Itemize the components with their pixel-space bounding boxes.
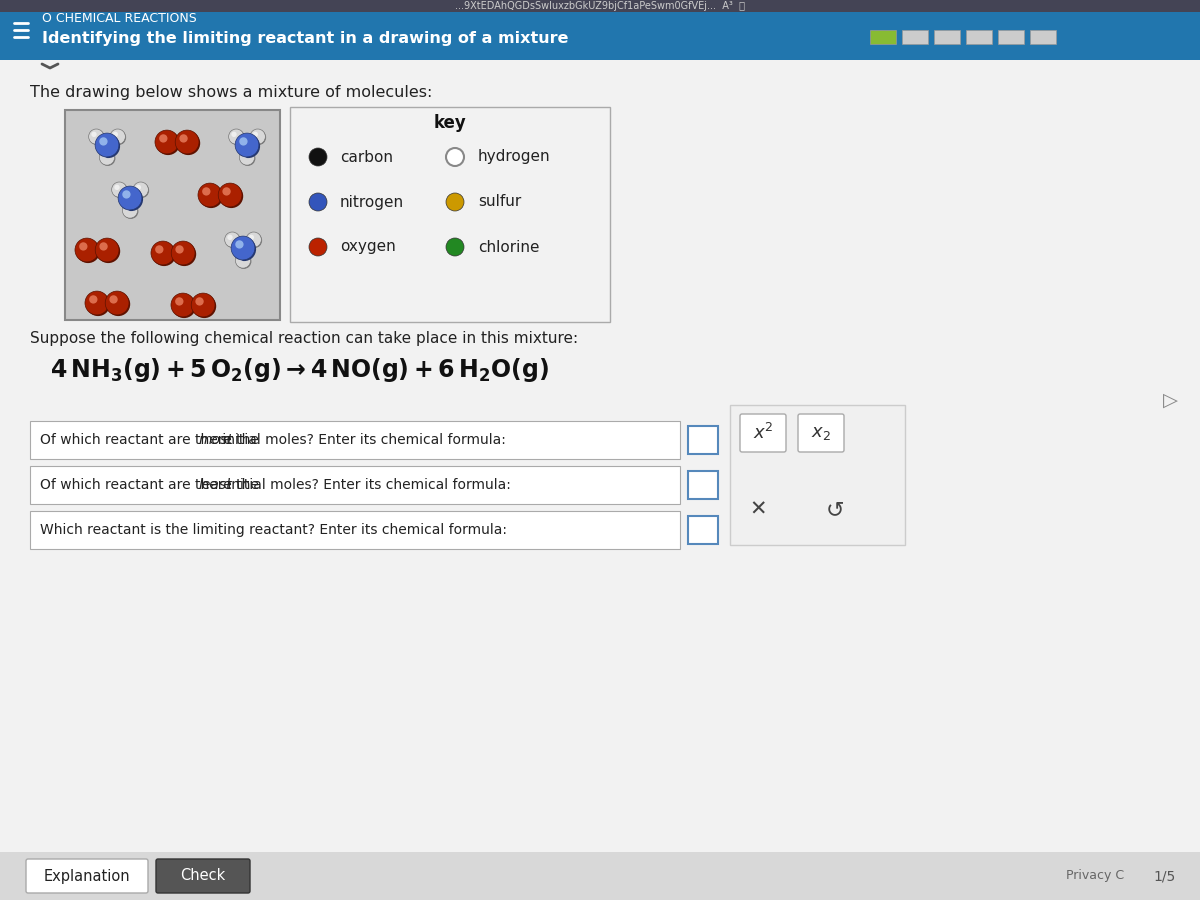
Text: initial moles? Enter its chemical formula:: initial moles? Enter its chemical formul… — [223, 478, 511, 492]
Circle shape — [446, 193, 464, 211]
Text: key: key — [433, 114, 467, 132]
FancyBboxPatch shape — [30, 511, 680, 549]
Circle shape — [122, 190, 131, 199]
Circle shape — [251, 130, 266, 145]
Circle shape — [198, 183, 222, 207]
Circle shape — [173, 242, 197, 266]
Circle shape — [233, 238, 256, 261]
FancyBboxPatch shape — [26, 859, 148, 893]
Circle shape — [119, 187, 143, 212]
Circle shape — [220, 184, 244, 208]
Text: Identifying the limiting reactant in a drawing of a mixture: Identifying the limiting reactant in a d… — [42, 31, 569, 46]
FancyBboxPatch shape — [870, 30, 896, 44]
Circle shape — [91, 131, 97, 137]
Circle shape — [100, 150, 115, 166]
Circle shape — [100, 242, 108, 250]
FancyBboxPatch shape — [934, 30, 960, 44]
Circle shape — [125, 205, 131, 211]
Text: sulfur: sulfur — [478, 194, 521, 210]
Circle shape — [235, 240, 244, 248]
Circle shape — [172, 241, 196, 265]
Text: most: most — [198, 433, 233, 447]
Circle shape — [175, 297, 184, 306]
Circle shape — [239, 138, 247, 146]
Circle shape — [446, 238, 464, 256]
Circle shape — [235, 253, 251, 268]
Circle shape — [122, 202, 138, 218]
Circle shape — [222, 187, 230, 195]
Text: hydrogen: hydrogen — [478, 149, 551, 165]
Circle shape — [107, 292, 131, 316]
Circle shape — [134, 183, 149, 198]
Circle shape — [236, 134, 260, 158]
FancyBboxPatch shape — [798, 414, 844, 452]
Text: carbon: carbon — [340, 149, 394, 165]
Circle shape — [102, 152, 107, 158]
Circle shape — [96, 239, 120, 263]
Circle shape — [446, 148, 464, 166]
Circle shape — [239, 149, 254, 165]
FancyBboxPatch shape — [998, 30, 1024, 44]
FancyBboxPatch shape — [30, 421, 680, 459]
FancyBboxPatch shape — [156, 859, 250, 893]
Text: ↺: ↺ — [826, 500, 845, 520]
Circle shape — [246, 232, 262, 248]
Circle shape — [85, 291, 109, 315]
Text: The drawing below shows a mixture of molecules:: The drawing below shows a mixture of mol… — [30, 85, 432, 100]
Circle shape — [151, 241, 175, 265]
Circle shape — [109, 295, 118, 303]
Circle shape — [310, 193, 326, 211]
Circle shape — [110, 130, 126, 145]
Circle shape — [113, 183, 127, 198]
Circle shape — [179, 134, 187, 142]
Circle shape — [136, 184, 142, 190]
Circle shape — [236, 254, 252, 269]
FancyBboxPatch shape — [30, 466, 680, 504]
Text: ▷: ▷ — [1163, 391, 1177, 410]
Text: Of which reactant are there the: Of which reactant are there the — [40, 433, 263, 447]
Circle shape — [226, 233, 241, 248]
Circle shape — [118, 186, 142, 210]
Text: least: least — [198, 478, 232, 492]
Circle shape — [242, 152, 247, 158]
Circle shape — [112, 182, 127, 197]
FancyBboxPatch shape — [688, 516, 718, 544]
Circle shape — [202, 187, 210, 195]
Circle shape — [196, 297, 204, 306]
Circle shape — [253, 131, 258, 137]
Text: $\mathbf{4\,NH_3(g)+5\,O_2(g)\rightarrow 4\,NO(g)+6\,H_2O(g)}$: $\mathbf{4\,NH_3(g)+5\,O_2(g)\rightarrow… — [50, 356, 548, 384]
Circle shape — [240, 150, 256, 166]
Circle shape — [100, 149, 115, 165]
Circle shape — [133, 182, 149, 197]
Circle shape — [152, 242, 176, 266]
Circle shape — [175, 130, 199, 154]
Text: oxygen: oxygen — [340, 239, 396, 255]
Circle shape — [113, 131, 118, 137]
FancyBboxPatch shape — [688, 471, 718, 499]
Circle shape — [232, 131, 236, 137]
FancyBboxPatch shape — [0, 0, 1200, 12]
Text: chlorine: chlorine — [478, 239, 540, 255]
Circle shape — [89, 295, 97, 303]
Circle shape — [227, 235, 233, 240]
Circle shape — [248, 235, 254, 240]
Circle shape — [247, 233, 262, 248]
Text: Explanation: Explanation — [43, 868, 131, 884]
FancyBboxPatch shape — [290, 107, 610, 322]
Circle shape — [95, 133, 119, 157]
Circle shape — [156, 131, 180, 155]
Text: $x^2$: $x^2$ — [752, 423, 773, 443]
FancyBboxPatch shape — [740, 414, 786, 452]
FancyBboxPatch shape — [730, 405, 905, 545]
Circle shape — [114, 184, 120, 190]
Circle shape — [160, 134, 168, 142]
Circle shape — [224, 232, 240, 248]
Circle shape — [175, 246, 184, 254]
Text: Suppose the following chemical reaction can take place in this mixture:: Suppose the following chemical reaction … — [30, 330, 578, 346]
Circle shape — [250, 129, 265, 144]
FancyBboxPatch shape — [0, 0, 1200, 60]
Text: Of which reactant are there the: Of which reactant are there the — [40, 478, 263, 492]
Circle shape — [155, 130, 179, 154]
Circle shape — [229, 130, 245, 145]
